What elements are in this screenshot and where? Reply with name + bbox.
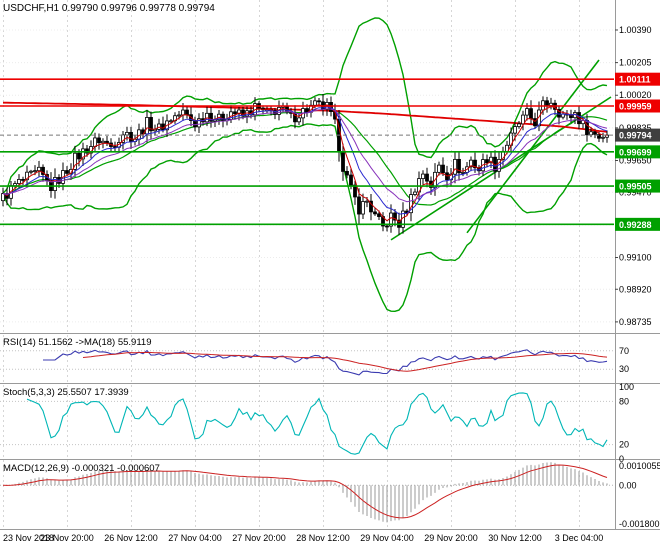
price-tag-0.99505 (615, 179, 660, 193)
stoch-axis-label: 80 (619, 396, 629, 406)
price-tag-text: 0.99505 (619, 182, 652, 192)
rsi-indicator-label: RSI(14) 51.1562 ->MA(18) 55.9119 (3, 337, 151, 348)
price-tag-text: 1.00111 (619, 75, 651, 85)
panel-separators (0, 0, 660, 530)
price-tag-0.99699 (615, 145, 660, 159)
macd-series (2, 462, 608, 523)
macd-axis-label: 0.0010055 (619, 461, 660, 471)
price-tag-text: 0.99959 (619, 102, 652, 112)
time-axis-label: 3 Dec 04:00 (555, 533, 604, 543)
price-tick-label: 1.00020 (619, 90, 652, 100)
time-axis-label: 23 Nov 20:00 (40, 533, 94, 543)
macd-indicator-label: MACD(12,26,9) -0.000321 -0.000607 (3, 463, 160, 474)
price-tag-0.99794 (615, 128, 660, 142)
time-axis-label: 30 Nov 12:00 (488, 533, 542, 543)
price-tick-label: 0.99835 (619, 123, 652, 133)
horizontal-levels (0, 78, 614, 226)
price-tick-label: 0.99100 (619, 253, 652, 263)
stoch-axis-label: 100 (619, 382, 634, 392)
time-axis-label: 23 Nov 2018 (3, 533, 54, 543)
time-axis-label: 28 Nov 12:00 (296, 533, 350, 543)
time-axis-label: 29 Nov 20:00 (424, 533, 478, 543)
trendlines (390, 59, 612, 241)
stoch-indicator-label: Stoch(5,3,3) 25.5507 17.3939 (3, 387, 129, 398)
price-tag-0.99959 (615, 99, 660, 113)
price-tag-text: 0.99699 (619, 147, 652, 157)
stoch-axis-label: 0 (619, 454, 624, 464)
price-tags: 1.00111 0.99959 0.99794 0.99699 0.99505 0.992… (615, 72, 660, 231)
stochastic-series (26, 392, 608, 455)
macd-axis-label: -0.0018007 (619, 519, 660, 529)
price-tag-1.00111 (615, 72, 660, 86)
price-tag-0.99288 (615, 217, 660, 231)
time-axis-label: 29 Nov 04:00 (360, 533, 414, 543)
time-axis-label: 27 Nov 20:00 (232, 533, 286, 543)
price-tick-label: 1.00205 (619, 58, 652, 68)
rsi-axis-label: 30 (619, 364, 629, 374)
price-tag-text: 0.99794 (619, 131, 652, 141)
bollinger-bands (2, 17, 608, 313)
rsi-series (43, 349, 608, 376)
price-tick-label: 0.98735 (619, 317, 652, 327)
time-axis-label: 26 Nov 12:00 (104, 533, 158, 543)
macd-axis-label: 0.00 (619, 480, 637, 490)
time-axis-label: 27 Nov 04:00 (168, 533, 222, 543)
price-tick-label: 0.99650 (619, 156, 652, 166)
rsi-axis-label: 70 (619, 346, 629, 356)
ohlc-header: USDCHF,H1 0.99790 0.99796 0.99778 0.9979… (3, 3, 215, 14)
slow-ma-line (3, 101, 608, 133)
ma-lines (2, 103, 608, 223)
price-tick-label: 0.98920 (619, 284, 652, 294)
price-tag-text: 0.99288 (619, 220, 652, 230)
price-tick-label: 1.00390 (619, 25, 652, 35)
stoch-axis-label: 20 (619, 440, 629, 450)
